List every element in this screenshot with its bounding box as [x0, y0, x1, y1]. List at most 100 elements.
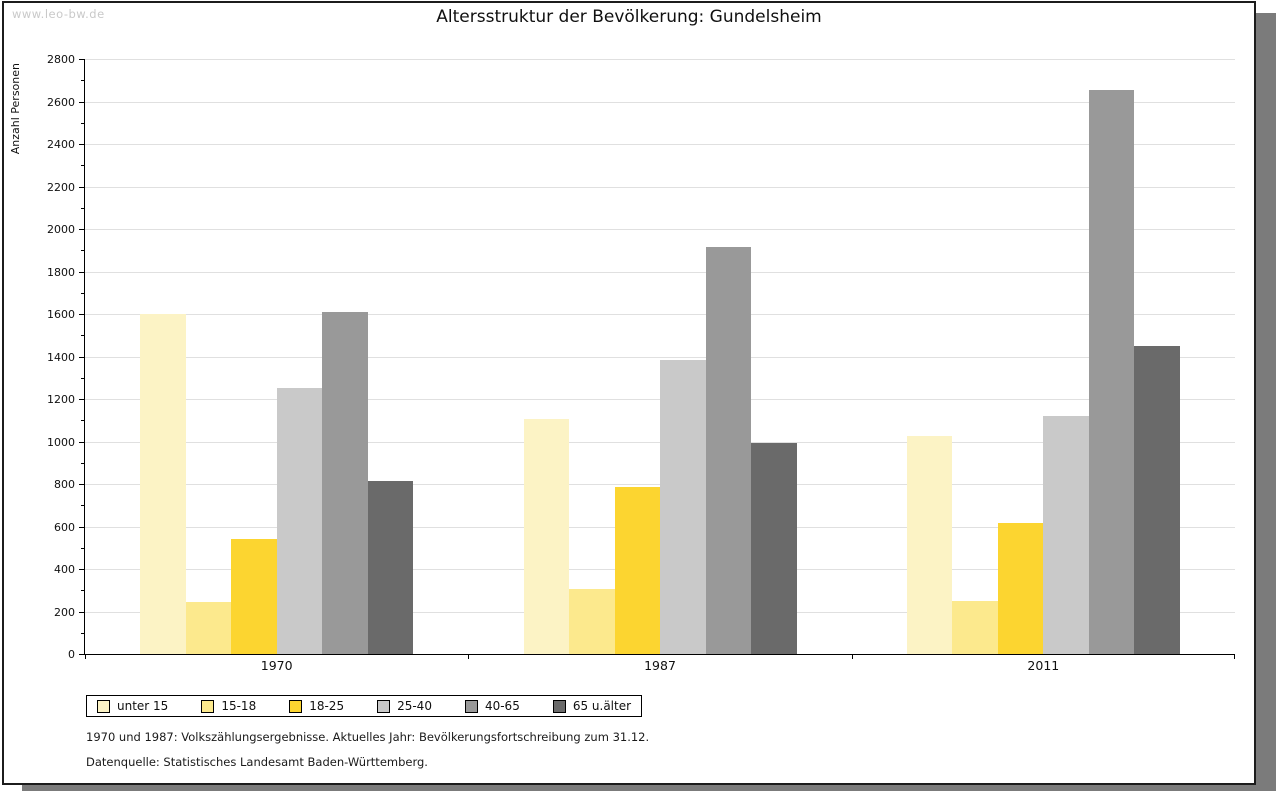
chart-title: Altersstruktur der Bevölkerung: Gundelsh… — [436, 7, 822, 27]
y-minor-tick — [81, 420, 85, 422]
y-tick-label: 2600 — [47, 95, 75, 109]
y-major-tick — [79, 526, 85, 528]
y-major-tick — [79, 144, 85, 145]
x-boundary-tick — [1234, 654, 1235, 659]
x-tick-label: 1970 — [260, 658, 293, 673]
legend: unter 15 15-18 18-25 25-40 40-65 65 u.älter — [86, 695, 643, 717]
y-tick-label: 2200 — [47, 180, 75, 194]
gridline — [85, 229, 1235, 230]
bar-40-65-1987 — [705, 247, 751, 654]
y-minor-tick — [81, 250, 85, 252]
x-boundary-tick — [851, 654, 853, 659]
footnote-line-2: Datenquelle: Statistisches Landesamt Bad… — [86, 755, 428, 769]
y-tick-label: 1200 — [47, 393, 75, 406]
y-major-tick — [79, 611, 85, 613]
y-minor-tick — [81, 547, 85, 549]
legend-item: 25-40 — [377, 699, 432, 713]
bar-25-40-1970 — [276, 388, 323, 654]
legend-item: unter 15 — [97, 699, 168, 713]
x-boundary-tick — [468, 654, 470, 659]
y-tick-label: 1000 — [47, 435, 75, 449]
gridline — [85, 59, 1235, 60]
bar-unter-15-1987 — [523, 419, 569, 654]
y-tick-label: 600 — [54, 520, 75, 534]
bar-18-25-2011 — [997, 523, 1044, 654]
y-minor-tick — [81, 80, 85, 82]
bar-unter-15-1970 — [140, 314, 186, 654]
chart-frame: www.leo-bw.de Altersstruktur der Bevölke… — [2, 1, 1256, 785]
plot-area: 0 200 400 600 800 1000 1200 1400 1600 1800 2000 220… — [47, 53, 1235, 673]
bar-15-18-1970 — [185, 601, 232, 654]
y-tick-label: 2800 — [47, 53, 75, 66]
y-tick-label: 0 — [68, 648, 75, 661]
y-tick-label: 2400 — [47, 138, 75, 151]
bar-15-18-2011 — [952, 600, 998, 654]
y-tick-label: 200 — [54, 605, 75, 619]
y-major-tick — [79, 314, 85, 315]
bar-18-25-1987 — [614, 487, 660, 654]
legend-swatch — [201, 699, 215, 713]
y-minor-tick — [81, 377, 85, 379]
legend-label: 65 u.älter — [572, 699, 632, 713]
legend-swatch — [377, 699, 391, 713]
bar-unter-15-2011 — [906, 436, 953, 654]
legend-label: unter 15 — [117, 699, 169, 713]
gridline — [85, 356, 1235, 358]
y-minor-tick — [81, 590, 85, 592]
y-major-tick — [79, 569, 85, 570]
y-tick-label: 1600 — [47, 308, 75, 321]
y-major-tick — [79, 484, 85, 485]
y-minor-tick — [81, 292, 85, 294]
legend-item: 18-25 — [289, 699, 344, 713]
legend-label: 15-18 — [221, 699, 257, 713]
gridline — [85, 314, 1235, 315]
y-major-tick — [79, 59, 85, 60]
legend-item: 40-65 — [464, 699, 520, 713]
legend-item: 15-18 — [201, 699, 256, 713]
gridline — [85, 101, 1235, 103]
legend-swatch — [464, 699, 478, 713]
y-major-tick — [79, 399, 85, 400]
legend-label: 40-65 — [484, 699, 520, 713]
bar-15-18-1987 — [569, 589, 615, 654]
y-minor-tick — [81, 335, 85, 337]
y-minor-tick — [81, 207, 85, 209]
gridline — [85, 186, 1235, 188]
y-major-tick — [79, 271, 85, 273]
y-minor-tick — [81, 632, 85, 634]
y-major-tick — [79, 229, 85, 230]
bar-65-u.älter-2011 — [1134, 345, 1180, 654]
y-tick-label: 1400 — [47, 350, 75, 364]
y-axis-title: Anzahl Personen — [9, 63, 22, 155]
bar-18-25-1970 — [231, 539, 277, 654]
bar-25-40-2011 — [1043, 416, 1089, 654]
y-tick-label: 2000 — [47, 223, 75, 236]
legend-swatch — [97, 699, 110, 713]
y-tick-label: 1800 — [47, 265, 75, 279]
y-tick-label: 400 — [54, 563, 75, 576]
legend-item: 65 u.älter — [552, 699, 632, 713]
legend-label: 25-40 — [397, 699, 432, 713]
gridline — [85, 271, 1235, 273]
bar-40-65-2011 — [1088, 89, 1135, 654]
y-minor-tick — [81, 122, 85, 124]
bar-65-u.älter-1970 — [367, 480, 414, 654]
y-tick-label: 800 — [54, 478, 75, 491]
x-tick-label: 2011 — [1027, 658, 1060, 673]
y-major-tick — [79, 101, 85, 103]
y-minor-tick — [81, 462, 85, 464]
x-tick-label: 1987 — [644, 658, 676, 673]
bar-65-u.älter-1987 — [751, 442, 797, 654]
footnote-line-1: 1970 und 1987: Volkszählungsergebnisse. … — [86, 730, 650, 744]
bar-40-65-1970 — [322, 311, 368, 654]
y-major-tick — [79, 654, 85, 655]
watermark: www.leo-bw.de — [12, 7, 105, 21]
legend-swatch — [289, 699, 303, 713]
legend-label: 18-25 — [309, 699, 345, 713]
y-minor-tick — [81, 165, 85, 167]
gridline — [85, 144, 1235, 145]
y-major-tick — [79, 441, 85, 443]
y-minor-tick — [81, 505, 85, 507]
bar-25-40-1987 — [660, 359, 706, 654]
y-major-tick — [79, 186, 85, 188]
